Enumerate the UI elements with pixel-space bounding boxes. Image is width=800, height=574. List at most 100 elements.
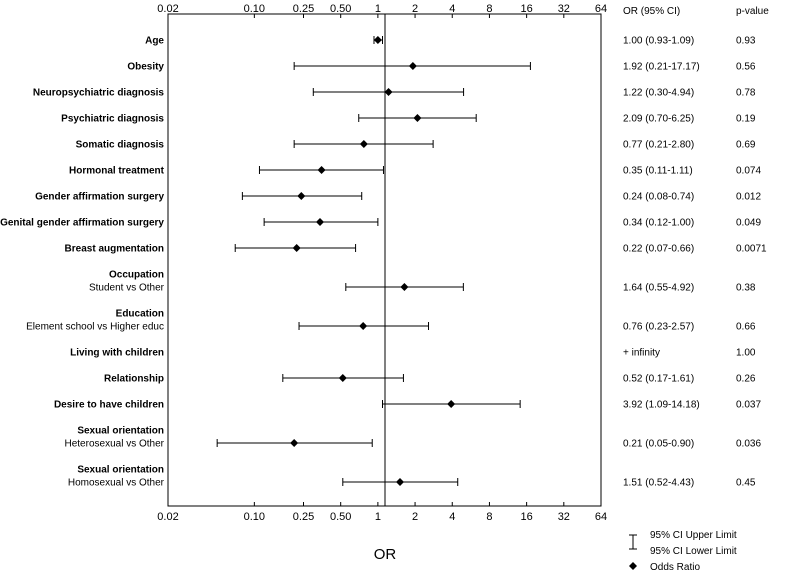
x-tick-label-bottom: 2	[412, 511, 418, 523]
p-value: 0.69	[736, 140, 756, 151]
row-label: Relationship	[104, 374, 164, 385]
forest-rows: Age 1.00 (0.93-1.09) 0.93 Obesity 1.92 (0.21…	[0, 36, 767, 489]
p-value: 0.049	[736, 218, 761, 229]
p-value: 0.66	[736, 322, 756, 333]
row-label: Gender affirmation surgery	[35, 192, 164, 203]
forest-row: Desire to have children 3.92 (1.09-14.18)…	[54, 400, 762, 411]
row-label: Neuropsychiatric diagnosis	[33, 88, 165, 99]
x-tick-label-bottom: 16	[521, 511, 533, 523]
or-ci-value: 0.22 (0.07-0.66)	[623, 244, 694, 255]
legend-odds-ratio: Odds Ratio	[650, 562, 700, 573]
odds-ratio-marker	[317, 166, 326, 174]
p-value: 1.00	[736, 348, 756, 359]
or-ci-value: 1.92 (0.21-17.17)	[623, 62, 700, 73]
forest-row: Occupation Student vs Other 1.64 (0.55-4.9…	[89, 270, 756, 294]
odds-ratio-marker	[292, 244, 301, 252]
odds-ratio-marker	[384, 88, 393, 96]
or-ci-header: OR (95% CI)	[623, 6, 680, 17]
row-label: Living with children	[70, 348, 164, 359]
odds-ratio-marker	[395, 478, 404, 486]
or-ci-value: 0.52 (0.17-1.61)	[623, 374, 694, 385]
or-ci-value: 0.34 (0.12-1.00)	[623, 218, 694, 229]
legend: 95% CI Upper Limit 95% CI Lower Limit Od…	[629, 530, 737, 573]
odds-ratio-marker	[338, 374, 347, 382]
forest-row: Age 1.00 (0.93-1.09) 0.93	[145, 36, 756, 47]
bottom-axis: 0.02 0.10 0.25 0.50 1 2 4 8 16 32 64	[157, 502, 607, 523]
x-tick-label-top: 0.50	[330, 3, 351, 15]
odds-ratio-marker	[359, 322, 368, 330]
x-tick-label-top: 32	[558, 3, 570, 15]
forest-row: Genital gender affirmation surgery 0.34 (…	[0, 218, 761, 229]
p-value: 0.037	[736, 400, 761, 411]
x-axis-title: OR	[374, 546, 397, 563]
p-value: 0.036	[736, 439, 761, 450]
top-axis: 0.02 0.10 0.25 0.50 1 2 4 8 16 32 64	[157, 3, 607, 18]
x-tick-label-bottom: 0.50	[330, 511, 351, 523]
row-sublabel: Student vs Other	[89, 283, 165, 294]
x-tick-label-top: 4	[449, 3, 455, 15]
p-value: 0.45	[736, 478, 756, 489]
or-ci-value: + infinity	[623, 348, 660, 359]
row-sublabel: Homosexual vs Other	[68, 478, 165, 489]
or-ci-value: 1.51 (0.52-4.43)	[623, 478, 694, 489]
x-tick-label-top: 1	[375, 3, 381, 15]
x-tick-label-top: 64	[595, 3, 607, 15]
x-tick-label-top: 0.25	[293, 3, 314, 15]
ci-legend-icon	[629, 534, 637, 550]
p-value: 0.78	[736, 88, 756, 99]
p-value: 0.38	[736, 283, 756, 294]
p-value: 0.26	[736, 374, 756, 385]
row-label: Obesity	[127, 62, 164, 73]
odds-ratio-marker	[290, 439, 299, 447]
row-label: Breast augmentation	[65, 244, 164, 255]
or-ci-value: 1.22 (0.30-4.94)	[623, 88, 694, 99]
or-ci-value: 3.92 (1.09-14.18)	[623, 400, 700, 411]
or-ci-value: 1.64 (0.55-4.92)	[623, 283, 694, 294]
forest-row: Psychiatric diagnosis 2.09 (0.70-6.25) 0.1…	[61, 114, 756, 125]
odds-ratio-marker	[447, 400, 456, 408]
x-tick-label-top: 0.02	[157, 3, 178, 15]
or-ci-value: 0.76 (0.23-2.57)	[623, 322, 694, 333]
x-tick-label-bottom: 0.25	[293, 511, 314, 523]
row-sublabel: Element school vs Higher educ	[26, 322, 164, 333]
x-tick-label-bottom: 64	[595, 511, 607, 523]
row-label: Occupation	[109, 270, 164, 281]
row-label: Age	[145, 36, 164, 47]
x-tick-label-bottom: 0.10	[244, 511, 265, 523]
p-value: 0.074	[736, 166, 761, 177]
row-label: Sexual orientation	[77, 426, 164, 437]
or-ci-value: 2.09 (0.70-6.25)	[623, 114, 694, 125]
x-tick-label-bottom: 1	[375, 511, 381, 523]
forest-row: Hormonal treatment 0.35 (0.11-1.11) 0.074	[69, 166, 761, 177]
forest-row: Sexual orientation Heterosexual vs Other 0…	[65, 426, 762, 450]
forest-row: Sexual orientation Homosexual vs Other 1.5…	[68, 465, 756, 489]
x-tick-label-top: 8	[486, 3, 492, 15]
p-value: 0.19	[736, 114, 756, 125]
x-tick-label-top: 0.10	[244, 3, 265, 15]
forest-row: Somatic diagnosis 0.77 (0.21-2.80) 0.69	[76, 140, 756, 151]
or-ci-value: 0.24 (0.08-0.74)	[623, 192, 694, 203]
forest-row: Breast augmentation 0.22 (0.07-0.66) 0.007…	[65, 244, 767, 255]
odds-ratio-marker	[408, 62, 417, 70]
odds-ratio-marker	[400, 283, 409, 291]
forest-row: Obesity 1.92 (0.21-17.17) 0.56	[127, 62, 756, 73]
row-sublabel: Heterosexual vs Other	[65, 439, 165, 450]
odds-ratio-marker	[316, 218, 325, 226]
x-tick-label-top: 2	[412, 3, 418, 15]
row-label: Sexual orientation	[77, 465, 164, 476]
or-ci-value: 0.21 (0.05-0.90)	[623, 439, 694, 450]
diamond-legend-icon	[629, 562, 637, 570]
p-value: 0.0071	[736, 244, 767, 255]
x-tick-label-bottom: 4	[449, 511, 455, 523]
odds-ratio-marker	[373, 36, 382, 44]
row-label: Genital gender affirmation surgery	[0, 218, 164, 229]
odds-ratio-marker	[359, 140, 368, 148]
forest-row: Education Element school vs Higher educ 0.…	[26, 309, 756, 333]
forest-row: Neuropsychiatric diagnosis 1.22 (0.30-4.9…	[33, 88, 756, 99]
x-tick-label-bottom: 8	[486, 511, 492, 523]
legend-ci-upper: 95% CI Upper Limit	[650, 530, 737, 541]
forest-row: Relationship 0.52 (0.17-1.61) 0.26	[104, 374, 756, 385]
row-label: Desire to have children	[54, 400, 164, 411]
p-value-header: p-value	[736, 6, 769, 17]
forest-row: Living with children + infinity 1.00	[70, 348, 756, 359]
